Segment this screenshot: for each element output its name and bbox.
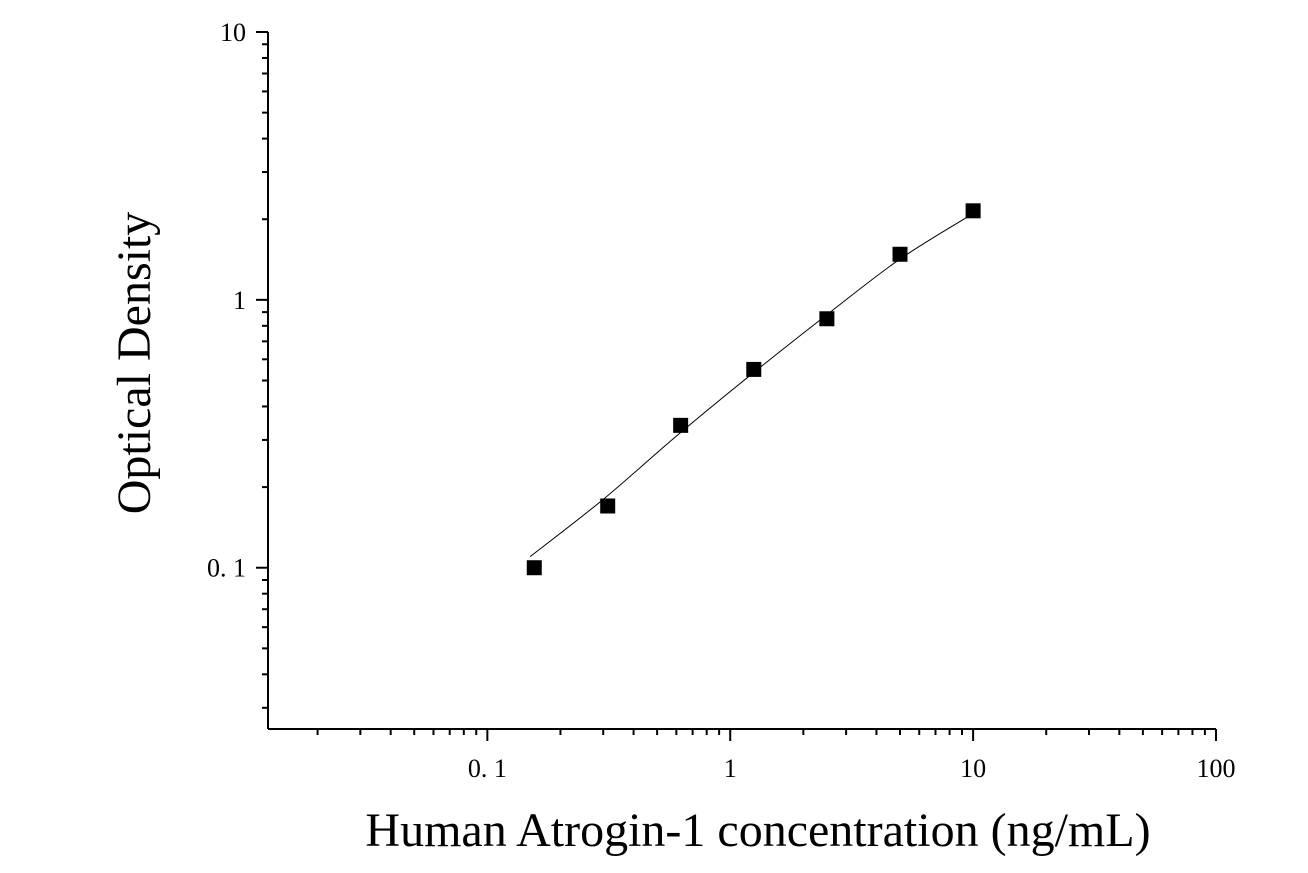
y-tick-label: 0. 1 <box>207 554 246 583</box>
fit-curve <box>529 213 974 558</box>
x-tick-label: 100 <box>1197 754 1236 783</box>
y-tick-labels: 0. 1 1 10 <box>207 18 246 583</box>
data-point <box>526 560 542 576</box>
y-ticks <box>256 31 268 709</box>
x-tick-label: 10 <box>960 754 986 783</box>
data-points <box>526 203 981 576</box>
axes <box>267 32 1216 730</box>
data-point <box>746 361 762 377</box>
x-tick-labels: 0. 1 1 10 100 <box>468 754 1236 783</box>
data-point <box>892 246 908 262</box>
y-axis-title: Optical Density <box>108 212 161 515</box>
y-tick-label: 1 <box>233 286 246 315</box>
x-tick-label: 1 <box>724 754 737 783</box>
y-tick-label: 10 <box>220 18 246 47</box>
data-point <box>965 203 981 219</box>
data-point <box>600 498 616 514</box>
x-axis-title: Human Atrogin-1 concentration (ng/mL) <box>365 804 1150 857</box>
x-tick-label: 0. 1 <box>468 754 507 783</box>
data-point <box>819 311 835 327</box>
x-ticks <box>316 729 1217 741</box>
data-point <box>673 417 689 433</box>
